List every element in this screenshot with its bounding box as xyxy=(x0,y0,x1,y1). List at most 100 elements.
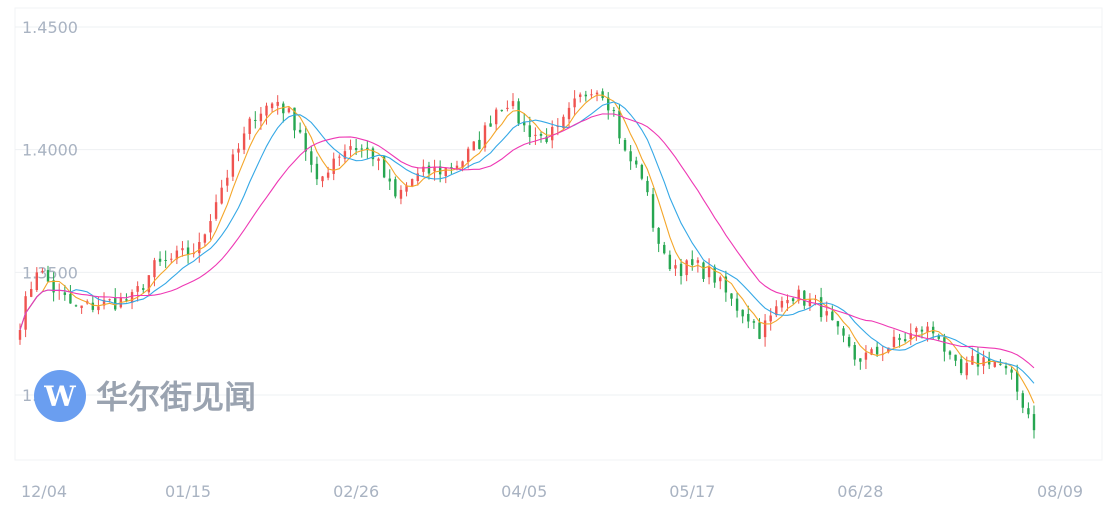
candle-body xyxy=(265,105,268,116)
candle xyxy=(590,89,593,99)
candle xyxy=(674,259,677,276)
candle-body xyxy=(707,267,711,278)
candle xyxy=(1015,364,1019,401)
candle-body xyxy=(332,158,335,174)
candle xyxy=(338,154,341,166)
candle xyxy=(836,320,840,335)
candle-body xyxy=(674,265,677,269)
candle xyxy=(394,176,397,199)
candle xyxy=(623,137,627,152)
candle-body xyxy=(612,110,616,112)
candle-body xyxy=(248,118,251,134)
candle-body xyxy=(198,242,201,254)
candle xyxy=(298,122,302,134)
candle-body xyxy=(494,109,498,125)
candle xyxy=(69,285,72,304)
candle-body xyxy=(41,270,44,272)
candle-body xyxy=(97,306,100,311)
candle xyxy=(579,92,582,103)
candle xyxy=(819,287,823,322)
candle xyxy=(136,281,139,302)
candle xyxy=(433,159,436,181)
candle-body xyxy=(321,176,324,182)
candle-body xyxy=(590,94,593,96)
candle-body xyxy=(254,119,257,121)
candle xyxy=(959,354,963,376)
candle-body xyxy=(948,351,952,355)
candle xyxy=(719,275,722,290)
candle xyxy=(668,250,672,272)
candle xyxy=(254,111,257,129)
candle-body xyxy=(170,258,173,260)
candle-body xyxy=(915,327,918,333)
candle xyxy=(506,100,509,112)
candle xyxy=(853,342,856,366)
candle xyxy=(948,350,952,360)
candle xyxy=(35,267,39,293)
candle xyxy=(1021,390,1024,414)
candle xyxy=(864,345,868,370)
candle xyxy=(842,325,845,343)
candle xyxy=(198,232,201,263)
candle-body xyxy=(780,300,784,308)
candle-body xyxy=(853,345,856,360)
candle-body xyxy=(909,333,912,340)
candle xyxy=(584,90,588,102)
candle xyxy=(158,251,162,267)
candle xyxy=(735,292,739,318)
candle-body xyxy=(663,244,666,254)
candle-body xyxy=(522,121,526,126)
candle-body xyxy=(1004,365,1008,369)
candle-body xyxy=(965,362,968,376)
candle-body xyxy=(775,306,778,316)
candle-body xyxy=(691,259,694,266)
candle-body xyxy=(741,309,744,317)
candle-body xyxy=(231,154,235,177)
candles xyxy=(18,88,1036,439)
candle xyxy=(265,102,268,125)
candle-body xyxy=(545,136,548,142)
candle-body xyxy=(875,346,879,355)
candle xyxy=(377,157,380,171)
candle-body xyxy=(791,298,795,302)
candle-body xyxy=(836,321,840,327)
candle xyxy=(640,163,644,181)
candle-body xyxy=(982,357,985,366)
candle-body xyxy=(405,185,408,192)
candle xyxy=(399,185,403,205)
candle xyxy=(181,241,184,257)
candle-body xyxy=(528,125,532,137)
candle xyxy=(410,178,414,188)
candle xyxy=(1027,402,1030,419)
candle xyxy=(937,333,940,341)
candle xyxy=(943,333,946,362)
candle-body xyxy=(315,163,319,180)
candle xyxy=(293,107,296,139)
x-tick-label: 01/15 xyxy=(165,482,211,501)
candle-body xyxy=(1015,371,1019,392)
candle-body xyxy=(903,339,907,342)
candle xyxy=(41,267,44,274)
candle-body xyxy=(534,134,537,136)
candle xyxy=(231,149,235,182)
candle xyxy=(226,169,229,192)
candle xyxy=(214,194,218,221)
candle xyxy=(763,314,767,347)
candle-body xyxy=(158,258,162,262)
candle-body xyxy=(1021,393,1024,408)
candle xyxy=(52,272,55,302)
candle xyxy=(80,305,83,314)
candle-body xyxy=(298,129,302,133)
candle-body xyxy=(142,288,145,290)
brand-logo-icon xyxy=(34,370,86,422)
candle xyxy=(494,107,498,131)
candle xyxy=(175,245,179,265)
candle xyxy=(466,146,470,169)
candle xyxy=(388,169,391,190)
candle xyxy=(724,270,728,302)
candle xyxy=(859,358,862,370)
candle-body xyxy=(657,228,660,244)
candle xyxy=(663,241,666,255)
candle-body xyxy=(500,109,503,111)
